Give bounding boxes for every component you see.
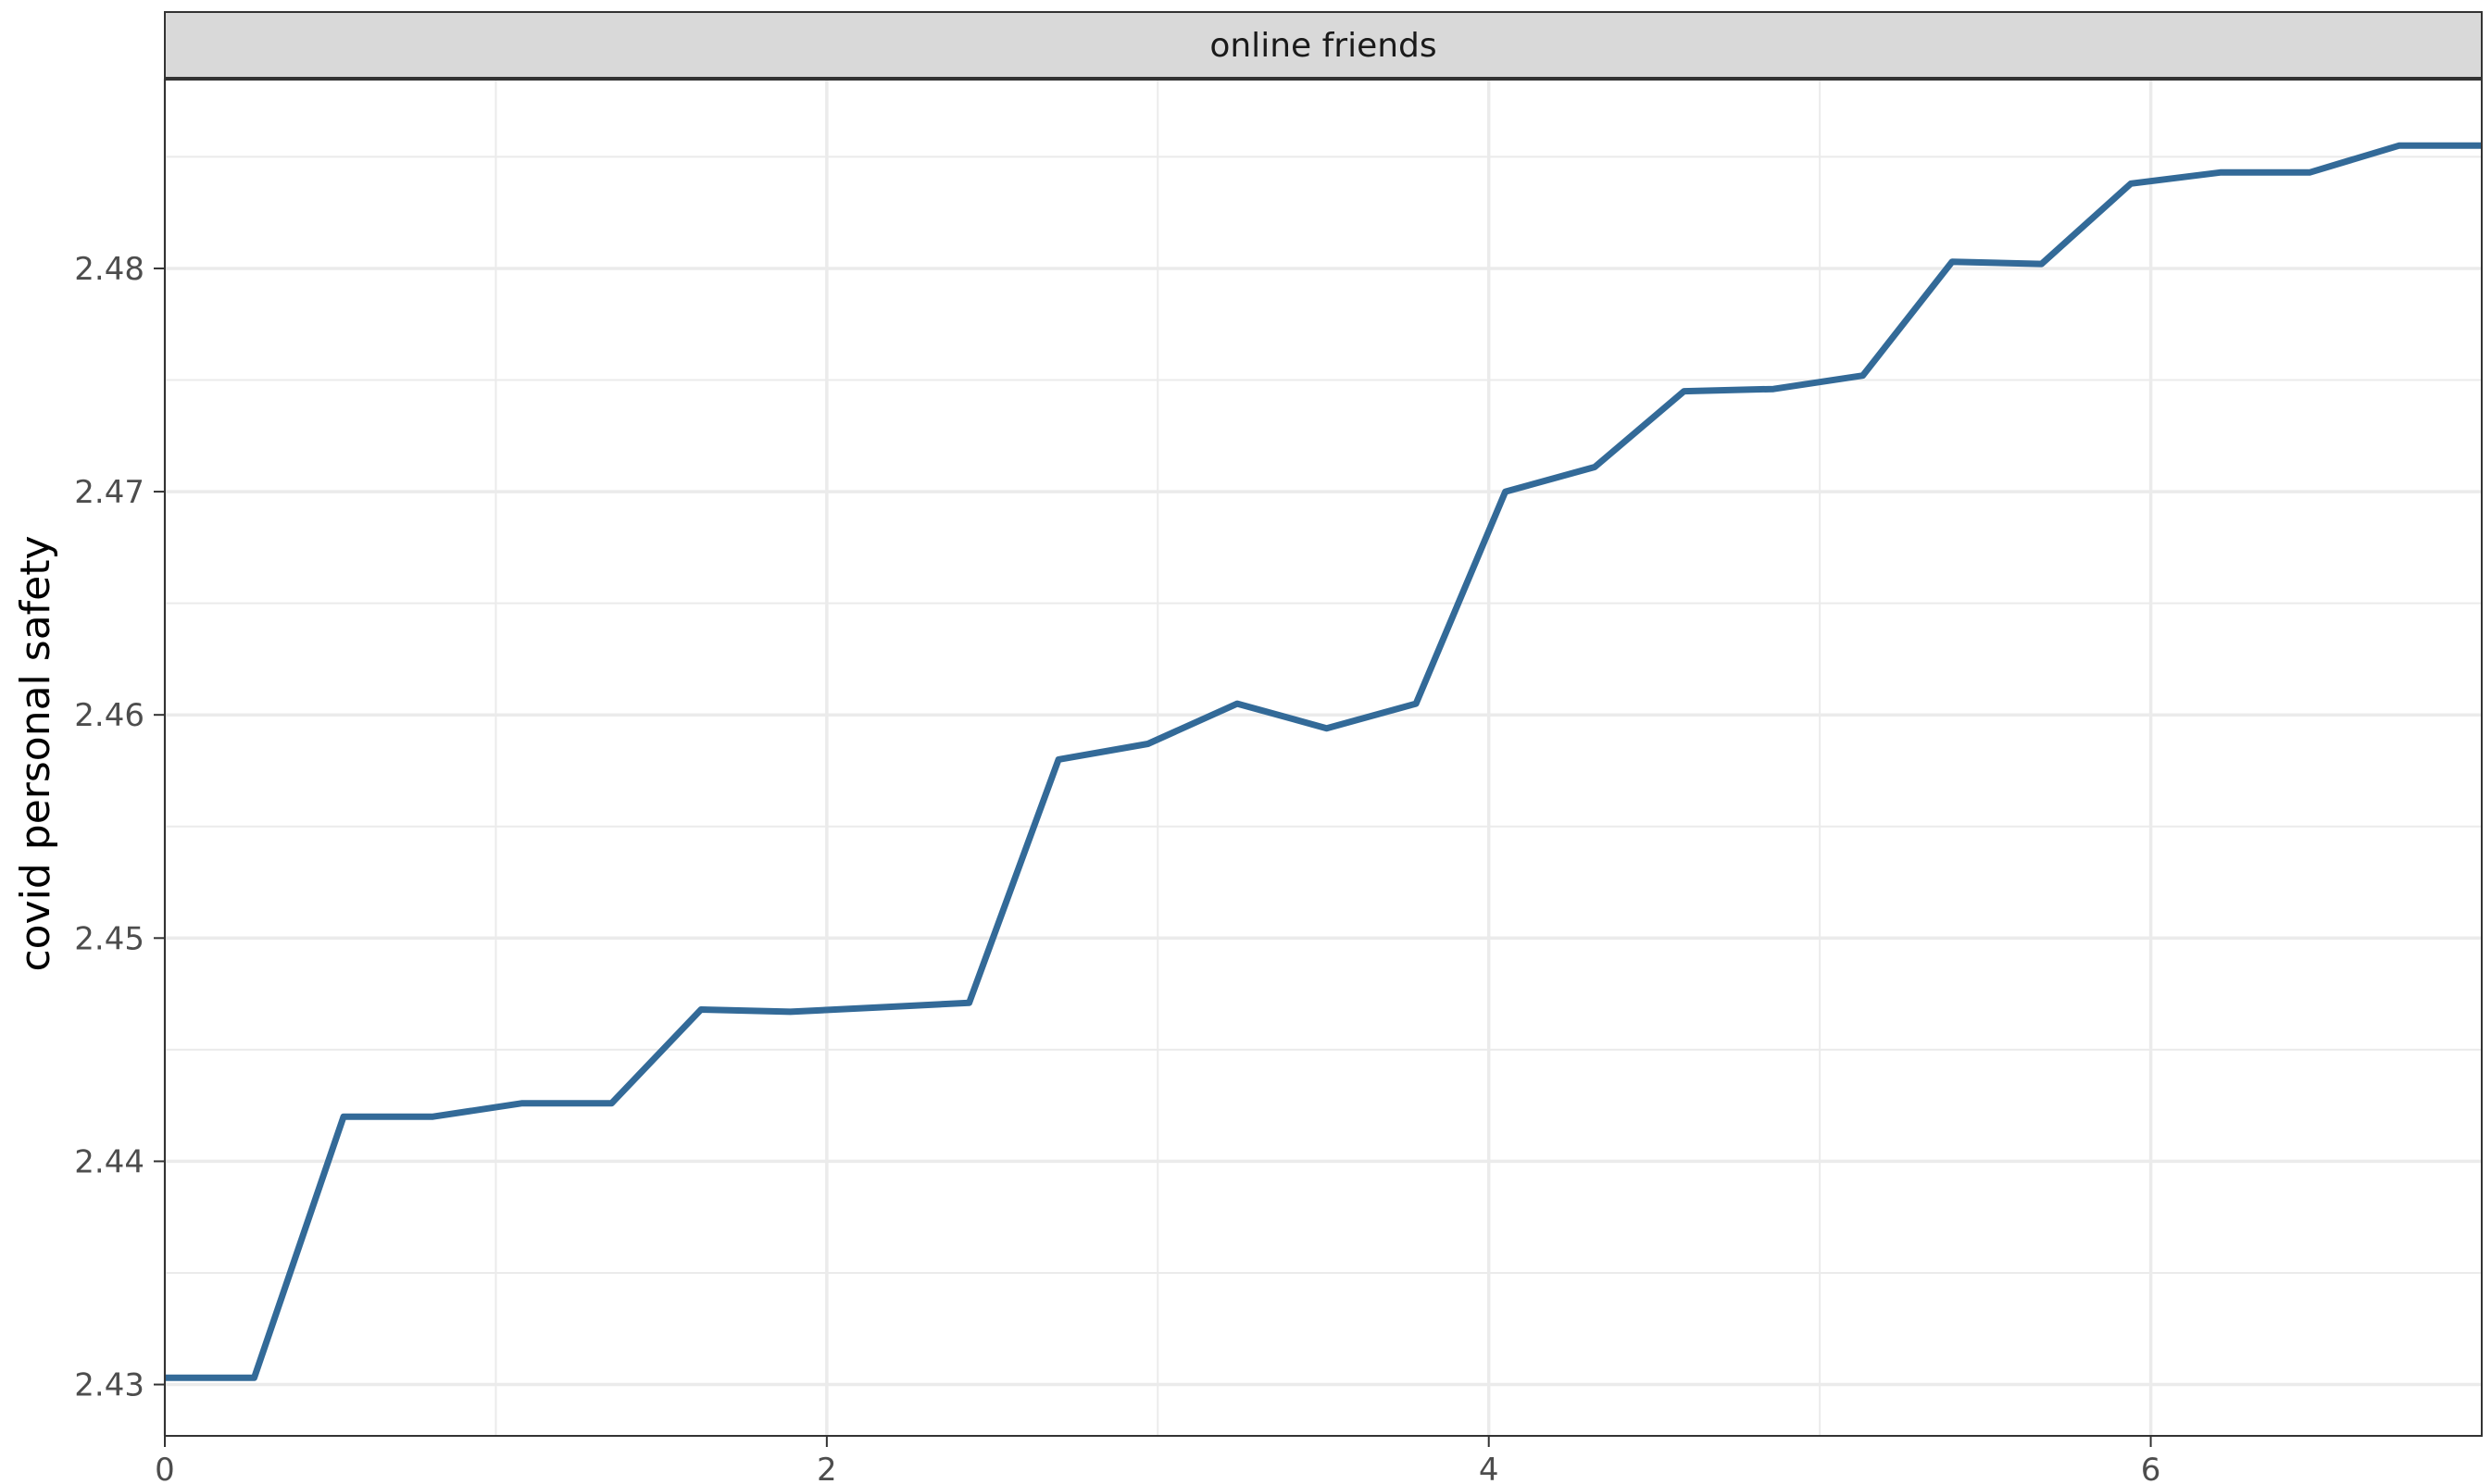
x-tick-label: 6 bbox=[2141, 1452, 2161, 1484]
minor-gridlines bbox=[165, 79, 2483, 1436]
y-axis: 2.43 2.44 2.45 2.46 2.47 2.48 bbox=[74, 251, 165, 1404]
x-axis: 0 2 4 6 bbox=[155, 1436, 2160, 1484]
facet-strip: online friends bbox=[164, 11, 2483, 81]
y-tick-label: 2.47 bbox=[74, 474, 144, 511]
x-tick-label: 0 bbox=[155, 1452, 175, 1484]
facet-strip-label: online friends bbox=[1209, 27, 1436, 65]
facet-strip-background bbox=[164, 11, 2483, 80]
x-tick-label: 4 bbox=[1479, 1452, 1499, 1484]
series-line bbox=[165, 142, 2482, 1381]
y-axis-title: covid personal safety bbox=[12, 535, 59, 971]
y-tick-label: 2.43 bbox=[74, 1367, 144, 1404]
y-tick-label: 2.44 bbox=[74, 1143, 144, 1180]
x-tick-label: 2 bbox=[817, 1452, 837, 1484]
y-tick-label: 2.45 bbox=[74, 920, 144, 957]
y-tick-label: 2.48 bbox=[74, 251, 144, 288]
y-tick-label: 2.46 bbox=[74, 697, 144, 734]
